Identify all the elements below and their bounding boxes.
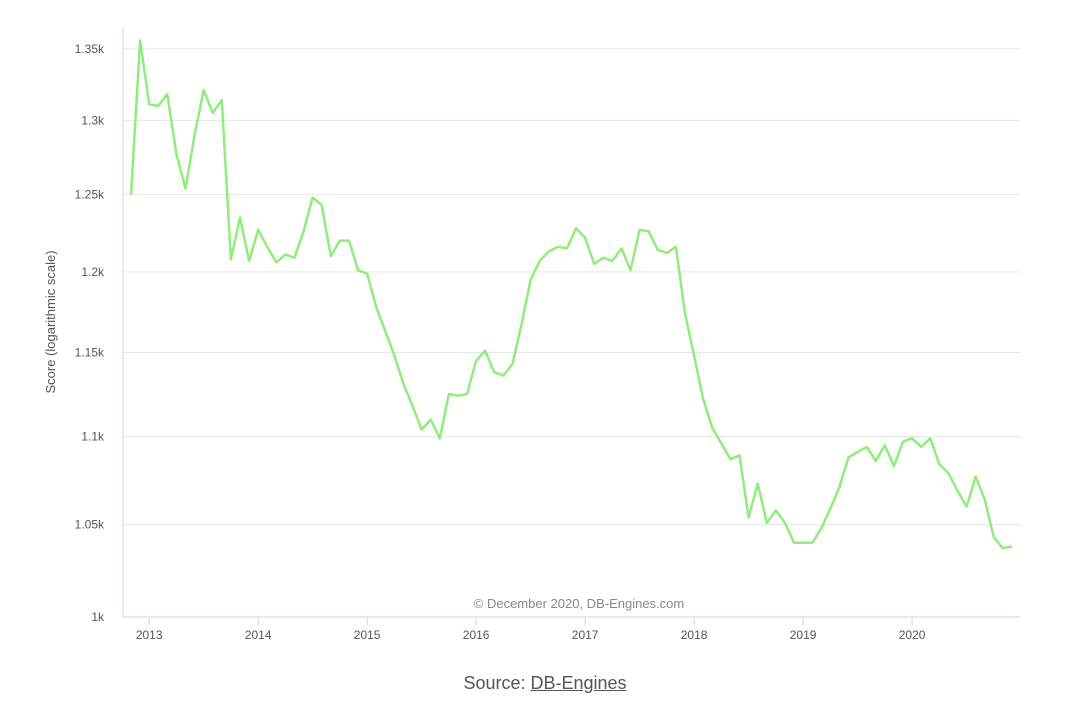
source-link[interactable]: DB-Engines	[530, 673, 627, 693]
grid-lines	[123, 48, 1020, 526]
x-tick-label: 2017	[572, 628, 599, 642]
y-tick-label: 1.3k	[81, 113, 105, 127]
x-tick-label: 2016	[463, 628, 490, 642]
x-tick-label: 2018	[681, 628, 708, 642]
y-tick-label: 1.05k	[75, 518, 105, 532]
source-caption: Source: DB-Engines	[0, 673, 1090, 694]
series-line	[129, 39, 1013, 550]
x-tick-label: 2020	[899, 628, 926, 642]
source-prefix: Source:	[463, 673, 531, 693]
x-tick-label: 2014	[245, 628, 272, 642]
y-tick-label: 1.35k	[75, 42, 105, 56]
y-axis-label: Score (logarithmic scale)	[43, 250, 58, 393]
series-group	[129, 39, 1013, 550]
chart-credit: © December 2020, DB-Engines.com	[474, 596, 684, 611]
x-tick-label: 2015	[354, 628, 381, 642]
y-tick-label: 1k	[91, 610, 105, 624]
y-tick-label: 1.2k	[81, 265, 105, 279]
y-tick-label: 1.15k	[75, 345, 105, 359]
x-tick-label: 2013	[136, 628, 163, 642]
x-tick-label: 2019	[790, 628, 817, 642]
y-tick-label: 1.1k	[81, 430, 105, 444]
y-tick-labels: 1k 1.05k 1.1k 1.15k 1.2k 1.25k 1.3k 1.35k	[75, 42, 105, 624]
y-tick-label: 1.25k	[75, 188, 105, 202]
x-tick-labels: 2013 2014 2015 2016 2017 2018 2019 2020	[136, 617, 926, 642]
